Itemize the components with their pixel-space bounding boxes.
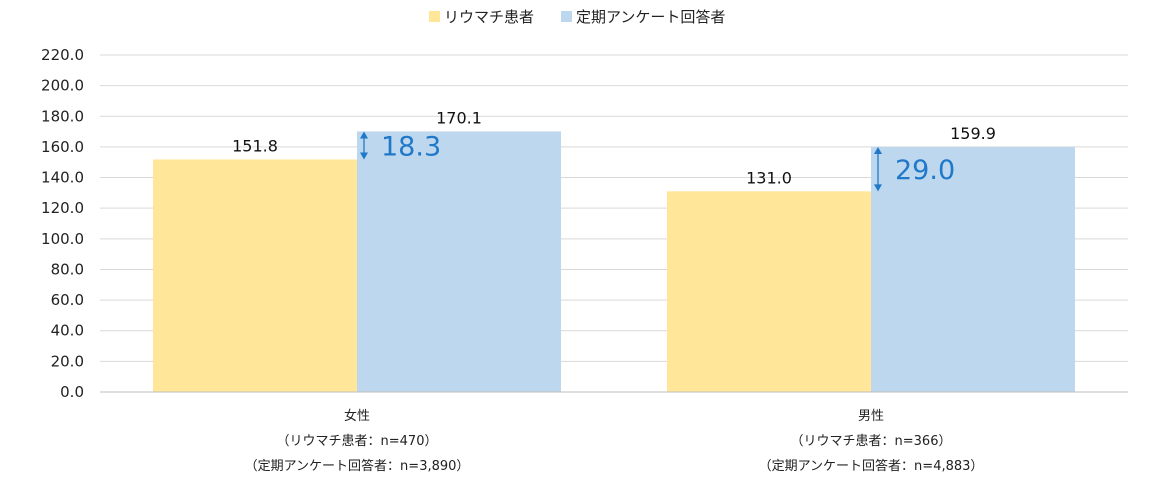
bar [871,147,1075,392]
difference-arrowhead [360,152,368,160]
difference-arrowhead [874,184,882,192]
y-tick-label: 80.0 [51,260,84,278]
y-tick-label: 160.0 [41,138,84,156]
difference-label: 18.3 [381,131,441,162]
bar [357,131,561,392]
x-category-sublabel: （定期アンケート回答者：n=3,890） [245,458,470,474]
y-tick-label: 180.0 [41,107,84,125]
difference-label: 29.0 [895,155,955,186]
y-tick-label: 60.0 [51,291,84,309]
y-tick-label: 0.0 [60,383,84,401]
y-tick-label: 100.0 [41,230,84,248]
difference-arrowhead [874,147,882,155]
x-category-sublabel: （リウマチ患者：n=366） [791,434,952,449]
legend-swatch [429,11,440,22]
bar [667,191,871,392]
x-category-sublabel: （定期アンケート回答者：n=4,883） [759,458,984,474]
difference-arrowhead [360,131,368,139]
data-label: 159.9 [950,124,996,143]
y-tick-label: 40.0 [51,322,84,340]
x-category-label: 女性 [344,408,370,424]
data-label: 151.8 [232,136,278,155]
y-tick-label: 220.0 [41,46,84,64]
x-category-label: 男性 [858,409,884,424]
legend-swatch [561,11,572,22]
difference-annotations: 18.3 29.0 [360,131,955,192]
y-tick-label: 140.0 [41,169,84,187]
y-tick-label: 200.0 [41,77,84,95]
y-axis-tick-labels: 0.0 20.0 40.0 60.0 80.0 100.0 120.0 140.0 160.0 1… [41,46,84,401]
y-tick-label: 120.0 [41,199,84,217]
legend-label: 定期アンケート回答者 [576,8,725,26]
legend: リウマチ患者 定期アンケート回答者 [429,8,725,26]
bar [153,159,357,392]
x-category-sublabel: （リウマチ患者：n=470） [277,434,438,449]
data-label: 131.0 [746,168,792,187]
x-axis-category-labels: 女性 （リウマチ患者：n=470） （定期アンケート回答者：n=3,890） 男性 （リ… [245,408,984,474]
data-label: 170.1 [436,108,482,127]
bars [153,131,1075,392]
legend-label: リウマチ患者 [444,8,534,26]
y-tick-label: 20.0 [51,352,84,370]
data-labels: 151.8 170.1 131.0 159.9 [232,108,996,187]
